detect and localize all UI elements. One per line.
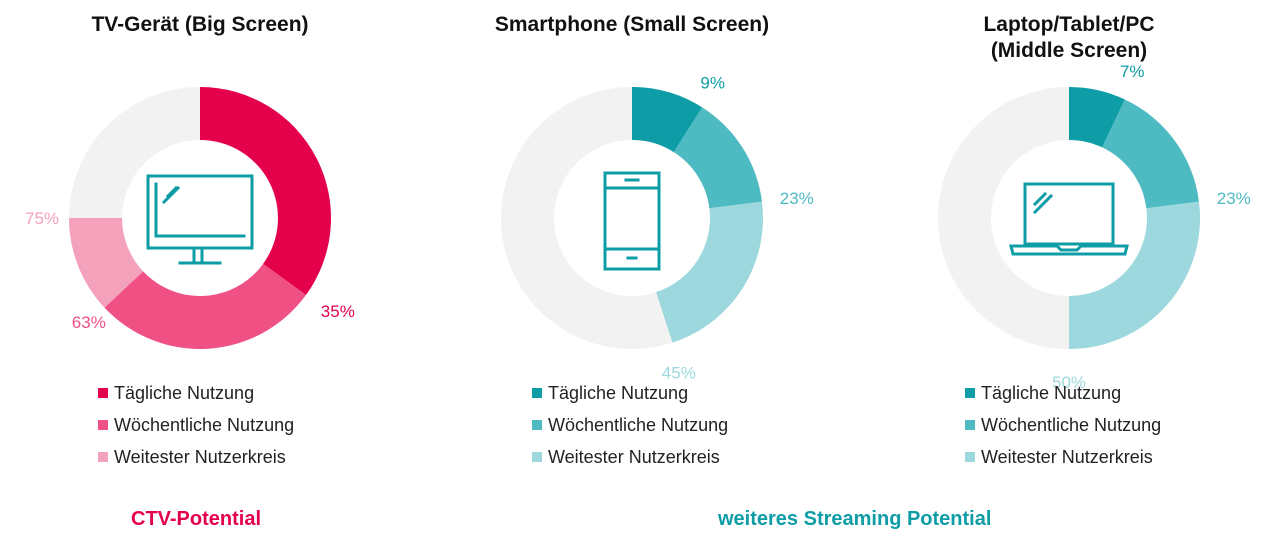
legend-swatch	[98, 452, 108, 462]
legend-swatch	[532, 388, 542, 398]
legend-swatch	[98, 420, 108, 430]
smartphone-icon	[603, 171, 661, 271]
legend-swatch	[965, 452, 975, 462]
donut-chart: 35% 63% 75%	[25, 87, 355, 349]
legend-label: Weitester Nutzerkreis	[981, 446, 1153, 467]
legend-label: Weitester Nutzerkreis	[114, 446, 286, 467]
donut-segment	[1069, 87, 1125, 148]
donut-segment	[200, 87, 332, 295]
legend-item: Weitester Nutzerkreis	[98, 441, 294, 473]
value-label: 50%	[1052, 373, 1086, 392]
value-label: 75%	[25, 209, 59, 228]
legend: Tägliche Nutzung Wöchentliche Nutzung We…	[532, 377, 728, 473]
streaming-potential-label: weiteres Streaming Potential	[718, 508, 992, 530]
laptop-icon	[1009, 182, 1129, 256]
value-label: 35%	[321, 302, 355, 321]
donut-segment	[1102, 99, 1199, 209]
legend-item: Tägliche Nutzung	[965, 377, 1161, 409]
legend-label: Wöchentliche Nutzung	[981, 414, 1162, 435]
legend-label: Tägliche Nutzung	[548, 382, 689, 403]
value-label: 9%	[700, 74, 725, 93]
donut-segment	[656, 201, 763, 343]
donut-segment	[673, 107, 762, 209]
chart-panel-tv: TV-Gerät (Big Screen) 35% 63% 75% Tägliche…	[0, 0, 410, 480]
ctv-potential-label: CTV-Potential	[131, 508, 262, 530]
legend-swatch	[965, 388, 975, 398]
legend-label: Tägliche Nutzung	[981, 382, 1122, 403]
value-label: 63%	[72, 313, 106, 332]
donut-chart: 7% 23% 50%	[937, 62, 1251, 392]
legend-label: Wöchentliche Nutzung	[548, 414, 729, 435]
chart-title: Smartphone (Small Screen)	[494, 13, 770, 36]
legend-item: Wöchentliche Nutzung	[965, 409, 1161, 441]
chart-panel-laptop: Laptop/Tablet/PC (Middle Screen) 7% 23% 50…	[859, 0, 1272, 480]
chart-title: Laptop/Tablet/PC (Middle Screen)	[983, 13, 1155, 62]
legend-label: Wöchentliche Nutzung	[114, 414, 295, 435]
legend: Tägliche Nutzung Wöchentliche Nutzung We…	[98, 377, 294, 473]
legend-swatch	[532, 452, 542, 462]
legend: Tägliche Nutzung Wöchentliche Nutzung We…	[965, 377, 1161, 473]
legend-swatch	[532, 420, 542, 430]
donut-segment	[69, 218, 144, 308]
donut-segment	[1069, 201, 1200, 349]
chart-panel-smartphone: Smartphone (Small Screen) 9% 23% 45% Tägli…	[422, 0, 842, 480]
donut-segment	[632, 87, 703, 153]
legend-item: Tägliche Nutzung	[98, 377, 294, 409]
donut-chart: 9% 23% 45%	[500, 74, 814, 382]
legend-label: Tägliche Nutzung	[114, 382, 255, 403]
value-label: 7%	[1120, 62, 1145, 81]
tv-monitor-icon	[146, 174, 254, 265]
legend-swatch	[98, 388, 108, 398]
legend-item: Wöchentliche Nutzung	[98, 409, 294, 441]
legend-swatch	[965, 420, 975, 430]
donut-segment	[104, 263, 306, 349]
legend-item: Weitester Nutzerkreis	[965, 441, 1161, 473]
legend-item: Wöchentliche Nutzung	[532, 409, 728, 441]
value-label: 23%	[780, 189, 814, 208]
legend-label: Weitester Nutzerkreis	[548, 446, 720, 467]
legend-item: Tägliche Nutzung	[532, 377, 728, 409]
chart-title: TV-Gerät (Big Screen)	[91, 13, 309, 36]
legend-item: Weitester Nutzerkreis	[532, 441, 728, 473]
value-label: 23%	[1217, 189, 1251, 208]
value-label: 45%	[662, 363, 696, 382]
